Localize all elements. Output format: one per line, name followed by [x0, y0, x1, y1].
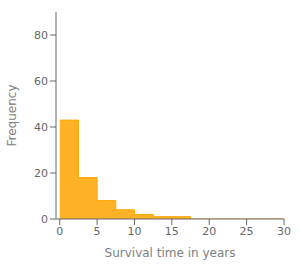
svg-text:30: 30: [277, 225, 291, 238]
svg-text:0: 0: [56, 225, 63, 238]
svg-text:Survival time in years: Survival time in years: [105, 246, 236, 260]
svg-text:0: 0: [41, 213, 48, 226]
svg-text:25: 25: [240, 225, 254, 238]
svg-text:40: 40: [34, 121, 48, 134]
svg-text:20: 20: [34, 167, 48, 180]
svg-text:5: 5: [94, 225, 101, 238]
svg-text:60: 60: [34, 75, 48, 88]
svg-text:80: 80: [34, 29, 48, 42]
svg-text:20: 20: [202, 225, 216, 238]
svg-text:Frequency: Frequency: [8, 85, 19, 147]
svg-text:10: 10: [127, 225, 141, 238]
svg-text:15: 15: [165, 225, 179, 238]
